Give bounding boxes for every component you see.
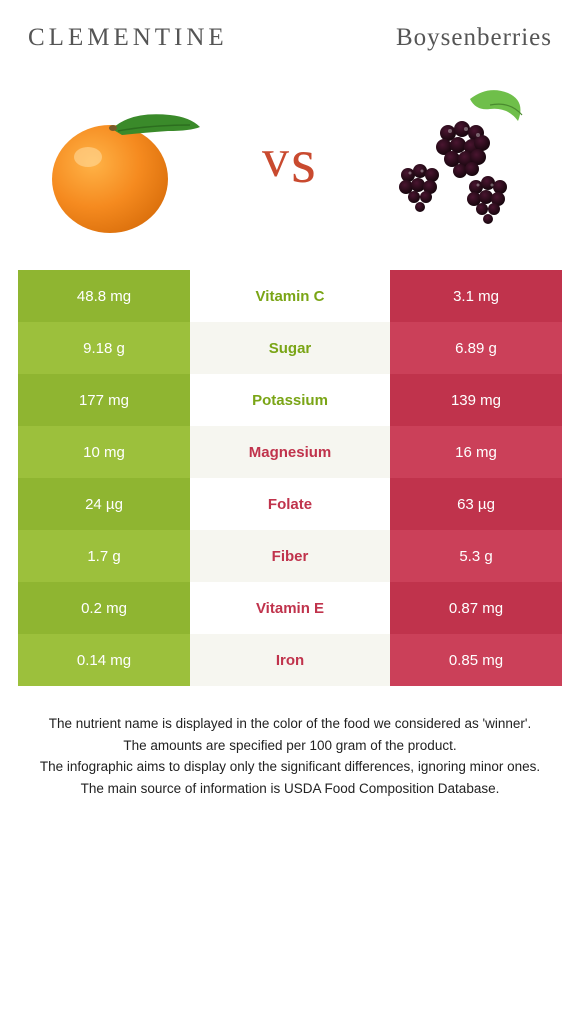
nutrient-label: Vitamin E bbox=[190, 582, 390, 634]
table-row: 0.14 mgIron0.85 mg bbox=[18, 634, 562, 686]
footer-line: The main source of information is USDA F… bbox=[22, 779, 558, 799]
right-value: 3.1 mg bbox=[390, 270, 562, 322]
vs-label: vs bbox=[262, 124, 318, 198]
table-row: 10 mgMagnesium16 mg bbox=[18, 426, 562, 478]
left-value: 48.8 mg bbox=[18, 270, 190, 322]
nutrient-label: Iron bbox=[190, 634, 390, 686]
boysenberry-image bbox=[370, 81, 540, 241]
header: CLEMENTINE Boysenberries bbox=[0, 0, 580, 60]
footer-line: The infographic aims to display only the… bbox=[22, 757, 558, 777]
table-row: 24 µgFolate63 µg bbox=[18, 478, 562, 530]
right-value: 0.87 mg bbox=[390, 582, 562, 634]
title-right: Boysenberries bbox=[396, 24, 552, 52]
footer-notes: The nutrient name is displayed in the co… bbox=[0, 686, 580, 798]
nutrient-label: Folate bbox=[190, 478, 390, 530]
left-value: 24 µg bbox=[18, 478, 190, 530]
nutrient-label: Magnesium bbox=[190, 426, 390, 478]
right-value: 63 µg bbox=[390, 478, 562, 530]
left-value: 0.2 mg bbox=[18, 582, 190, 634]
nutrient-label: Fiber bbox=[190, 530, 390, 582]
table-row: 9.18 gSugar6.89 g bbox=[18, 322, 562, 374]
right-value: 0.85 mg bbox=[390, 634, 562, 686]
footer-line: The nutrient name is displayed in the co… bbox=[22, 714, 558, 734]
table-row: 1.7 gFiber5.3 g bbox=[18, 530, 562, 582]
table-row: 177 mgPotassium139 mg bbox=[18, 374, 562, 426]
right-value: 6.89 g bbox=[390, 322, 562, 374]
nutrient-label: Vitamin C bbox=[190, 270, 390, 322]
right-value: 139 mg bbox=[390, 374, 562, 426]
clementine-image bbox=[40, 81, 210, 241]
left-value: 0.14 mg bbox=[18, 634, 190, 686]
left-value: 177 mg bbox=[18, 374, 190, 426]
table-row: 0.2 mgVitamin E0.87 mg bbox=[18, 582, 562, 634]
left-value: 1.7 g bbox=[18, 530, 190, 582]
nutrient-label: Potassium bbox=[190, 374, 390, 426]
comparison-table: 48.8 mgVitamin C3.1 mg9.18 gSugar6.89 g1… bbox=[0, 270, 580, 686]
footer-line: The amounts are specified per 100 gram o… bbox=[22, 736, 558, 756]
left-value: 10 mg bbox=[18, 426, 190, 478]
right-value: 16 mg bbox=[390, 426, 562, 478]
nutrient-label: Sugar bbox=[190, 322, 390, 374]
table-row: 48.8 mgVitamin C3.1 mg bbox=[18, 270, 562, 322]
left-value: 9.18 g bbox=[18, 322, 190, 374]
right-value: 5.3 g bbox=[390, 530, 562, 582]
title-left: CLEMENTINE bbox=[28, 24, 228, 52]
hero-row: vs bbox=[0, 60, 580, 270]
